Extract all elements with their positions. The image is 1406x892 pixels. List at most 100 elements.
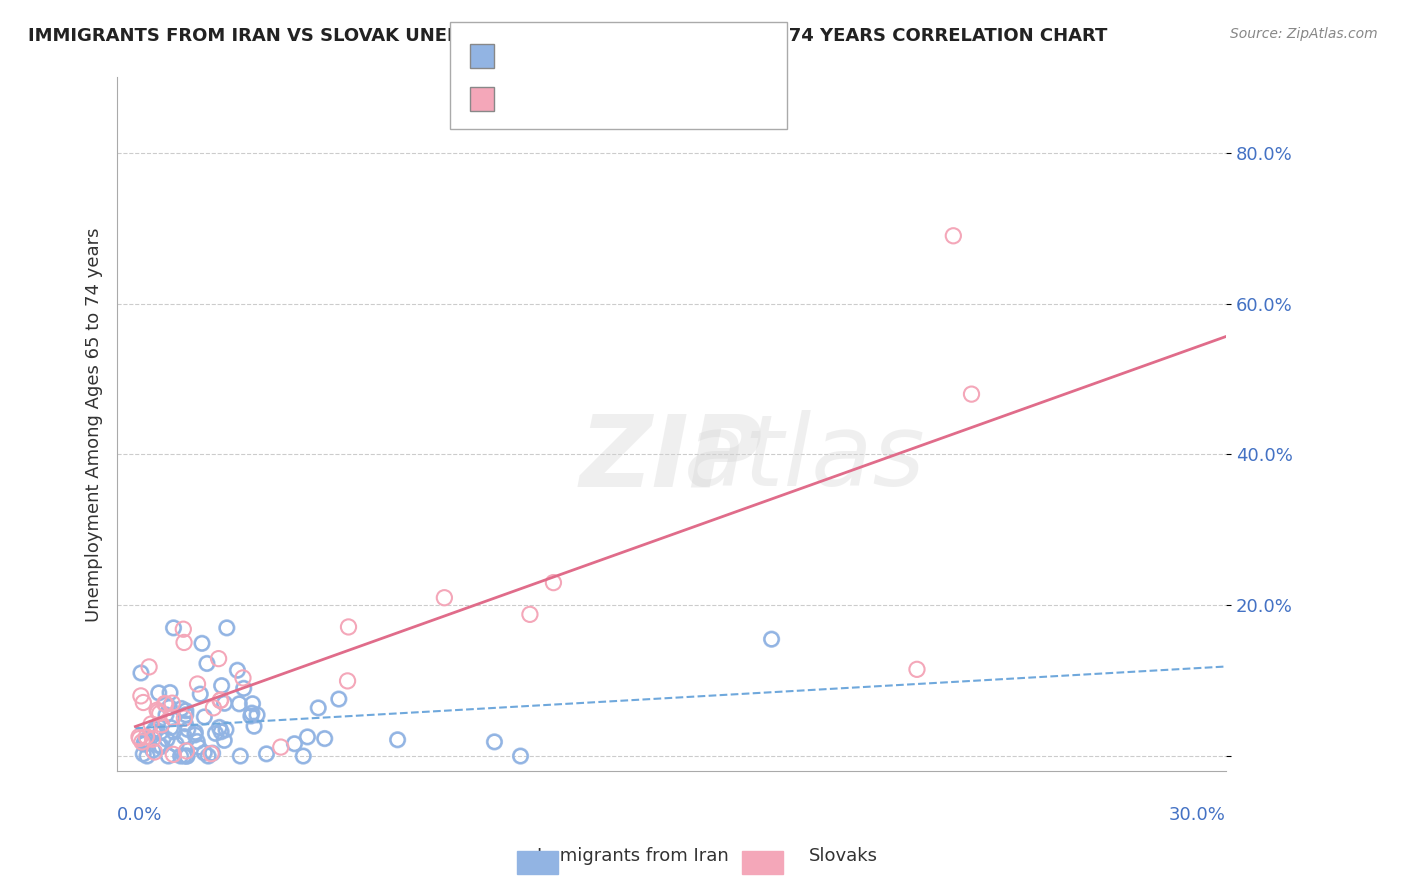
Immigrants from Iran (174, 716, 197, 731)
Point (187, 740, 209, 755)
Point (129, 689, 152, 703)
Point (177, 723, 200, 737)
Immigrants from Iran (173, 749, 195, 764)
Point (193, 710, 215, 724)
Immigrants from Iran (239, 709, 262, 723)
Point (128, 730, 150, 744)
Immigrants from Iran (328, 692, 350, 706)
Text: 0.0%: 0.0% (117, 805, 163, 824)
Point (314, 731, 336, 746)
Point (173, 749, 195, 764)
Point (129, 665, 152, 680)
Text: 30.0%: 30.0% (1170, 805, 1226, 824)
Point (148, 739, 170, 753)
Point (188, 687, 211, 701)
Immigrants from Iran (162, 621, 184, 635)
Immigrants from Iran (156, 732, 179, 747)
Immigrants from Iran (246, 707, 269, 722)
Text: ZIP: ZIP (581, 410, 763, 508)
Immigrants from Iran (184, 728, 207, 742)
Point (174, 716, 197, 731)
Immigrants from Iran (509, 749, 531, 764)
Point (184, 725, 207, 739)
Point (191, 636, 214, 650)
Point (142, 732, 165, 747)
Point (543, 575, 565, 590)
Point (292, 749, 315, 764)
Point (165, 737, 187, 751)
Immigrants from Iran (174, 707, 197, 722)
Point (519, 607, 541, 622)
Point (173, 730, 195, 744)
Text: R =: R = (499, 88, 538, 106)
Point (162, 711, 184, 725)
Immigrants from Iran (136, 749, 159, 764)
Point (215, 621, 238, 635)
Immigrants from Iran (165, 737, 187, 751)
Immigrants from Iran (148, 686, 170, 700)
Text: R =: R = (499, 45, 538, 63)
Point (212, 733, 235, 747)
Text: 0.556: 0.556 (541, 88, 598, 106)
Point (204, 726, 226, 740)
Point (156, 732, 179, 747)
Immigrants from Iran (212, 733, 235, 747)
Point (336, 673, 359, 688)
Point (172, 622, 194, 636)
Immigrants from Iran (193, 710, 215, 724)
Immigrants from Iran (157, 749, 180, 764)
Point (134, 735, 156, 749)
Text: Immigrants from Iran: Immigrants from Iran (537, 847, 728, 865)
Point (761, 632, 783, 647)
Point (200, 747, 222, 761)
Point (226, 663, 249, 677)
Point (246, 707, 269, 722)
Immigrants from Iran (135, 732, 157, 747)
Point (153, 697, 176, 711)
Point (146, 703, 169, 717)
Text: 39: 39 (626, 88, 651, 106)
Immigrants from Iran (242, 697, 264, 711)
Point (960, 387, 983, 401)
Immigrants from Iran (297, 730, 319, 744)
Point (232, 681, 254, 696)
Immigrants from Iran (232, 681, 254, 696)
Point (149, 706, 172, 721)
Point (209, 724, 232, 739)
Immigrants from Iran (211, 679, 233, 693)
Point (159, 721, 181, 735)
Text: Slovaks: Slovaks (808, 847, 879, 865)
Point (337, 620, 360, 634)
Point (162, 621, 184, 635)
Point (202, 701, 225, 715)
Point (297, 730, 319, 744)
Immigrants from Iran (188, 687, 211, 701)
Point (176, 749, 198, 764)
Immigrants from Iran (134, 735, 156, 749)
Immigrants from Iran (214, 696, 236, 710)
Point (197, 749, 219, 764)
Point (208, 720, 231, 734)
Point (328, 692, 350, 706)
Immigrants from Iran (186, 734, 208, 748)
Point (509, 749, 531, 764)
Point (128, 731, 150, 746)
Immigrants from Iran (184, 725, 207, 739)
Point (169, 749, 191, 764)
Point (143, 723, 166, 737)
Immigrants from Iran (132, 747, 155, 761)
Point (207, 651, 229, 665)
Text: IMMIGRANTS FROM IRAN VS SLOVAK UNEMPLOYMENT AMONG AGES 65 TO 74 YEARS CORRELATIO: IMMIGRANTS FROM IRAN VS SLOVAK UNEMPLOYM… (28, 27, 1108, 45)
Point (184, 728, 207, 742)
Immigrants from Iran (187, 740, 209, 755)
Immigrants from Iran (176, 749, 198, 764)
Point (149, 725, 172, 739)
Immigrants from Iran (149, 725, 172, 739)
Point (157, 749, 180, 764)
Text: N =: N = (588, 45, 640, 63)
Point (387, 732, 409, 747)
Immigrants from Iran (173, 730, 195, 744)
Immigrants from Iran (129, 665, 152, 680)
Immigrants from Iran (229, 749, 252, 764)
Point (215, 723, 238, 737)
